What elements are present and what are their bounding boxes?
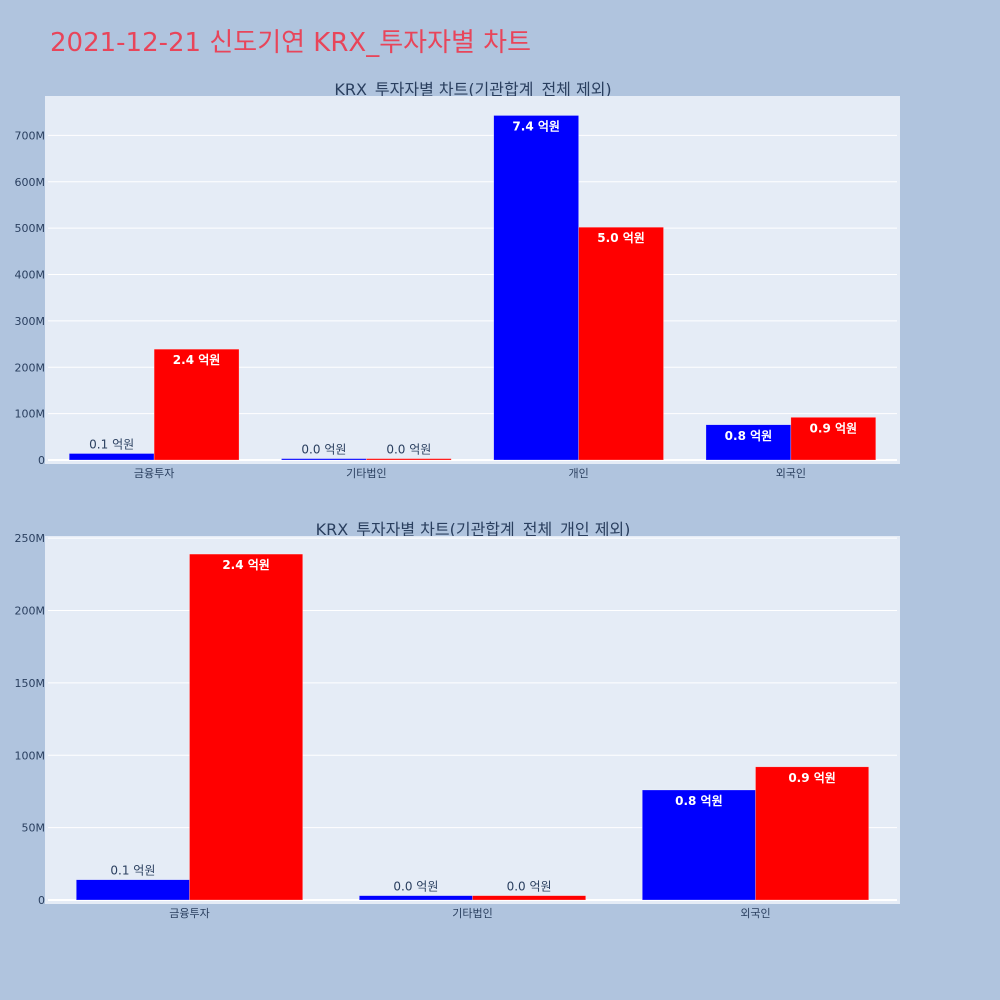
bar: [642, 789, 756, 901]
chart-bottom-x-axis: 금융투자 기타법인 외국인: [169, 907, 770, 920]
y-tick-label: 250M: [15, 532, 46, 545]
bar-data-label: 7.4 억원: [512, 119, 560, 133]
y-tick-label: 100M: [15, 408, 46, 421]
chart-top-y-axis: 0 100M 200M 300M 400M 500M 600M 700M: [15, 129, 46, 467]
chart-bottom-data-labels: 0.1 억원 2.4 억원 0.0 억원 0.0 억원 0.8 억원 0.9 억원: [110, 558, 835, 894]
bar: [472, 895, 586, 901]
chart-bottom-title: KRX_투자자별 차트(기관합계_전체_개인 제외): [316, 520, 631, 540]
y-tick-label: 100M: [15, 749, 46, 762]
y-tick-label: 150M: [15, 677, 46, 690]
y-tick-label: 600M: [15, 176, 46, 189]
bar-data-label: 5.0 억원: [597, 231, 645, 245]
x-tick-label: 외국인: [740, 907, 770, 920]
bar-data-label: 0.1 억원: [110, 864, 155, 878]
bar-data-label: 0.9 억원: [810, 421, 858, 435]
y-tick-label: 200M: [15, 361, 46, 374]
chart-top-data-labels: 0.1 억원 2.4 억원 0.0 억원 0.0 억원 7.4 억원 5.0 억원 0.8 …: [89, 119, 857, 456]
bar-data-label: 2.4 억원: [222, 558, 270, 572]
y-tick-label: 700M: [15, 129, 46, 142]
chart-bottom-bars: [76, 553, 869, 901]
y-tick-label: 400M: [15, 269, 46, 282]
y-tick-label: 300M: [15, 315, 46, 328]
bar-data-label: 0.1 억원: [89, 438, 134, 452]
bar-data-label: 0.8 억원: [675, 794, 723, 808]
bar: [366, 458, 452, 461]
bar-data-label: 0.8 억원: [725, 429, 773, 443]
bar: [76, 879, 190, 901]
page-title: 2021-12-21 신도기연 KRX_투자자별 차트: [50, 28, 532, 58]
y-tick-label: 0: [38, 894, 45, 907]
x-tick-label: 기타법인: [452, 907, 492, 920]
bar: [153, 348, 240, 461]
bar-data-label: 2.4 억원: [173, 353, 221, 367]
chart-top: KRX_투자자별 차트(기관합계_전체 제외) 0.1 억원 2.4 억원 0.0 …: [15, 80, 900, 480]
x-tick-label: 금융투자: [134, 467, 174, 480]
bar: [189, 553, 303, 901]
bar: [755, 766, 869, 901]
x-tick-label: 금융투자: [169, 907, 209, 920]
chart-bottom-y-axis: 0 50M 100M 150M 200M 250M: [15, 532, 46, 907]
bar-data-label: 0.0 억원: [386, 443, 431, 457]
bar-data-label: 0.0 억원: [507, 880, 552, 894]
y-tick-label: 200M: [15, 605, 46, 618]
bar: [493, 115, 579, 461]
y-tick-label: 50M: [22, 822, 46, 835]
chart-bottom: KRX_투자자별 차트(기관합계_전체_개인 제외) 0.1 억원2.4 억원0…: [15, 520, 900, 920]
x-tick-label: 기타법인: [346, 467, 386, 480]
x-tick-label: 외국인: [776, 467, 806, 480]
y-tick-label: 0: [38, 454, 45, 467]
bar-data-label: 0.9 억원: [788, 771, 836, 785]
bar: [705, 424, 792, 461]
bar-data-label: 0.0 억원: [393, 880, 438, 894]
chart-top-title: KRX_투자자별 차트(기관합계_전체 제외): [334, 80, 611, 100]
bar: [578, 226, 664, 461]
bar-data-label: 0.0 억원: [301, 443, 346, 457]
bar: [359, 895, 473, 901]
y-tick-label: 500M: [15, 222, 46, 235]
x-tick-label: 개인: [569, 467, 589, 480]
chart-top-bars: [68, 115, 877, 461]
chart-top-x-axis: 금융투자 기타법인 개인 외국인: [134, 467, 806, 480]
bar: [790, 417, 877, 461]
